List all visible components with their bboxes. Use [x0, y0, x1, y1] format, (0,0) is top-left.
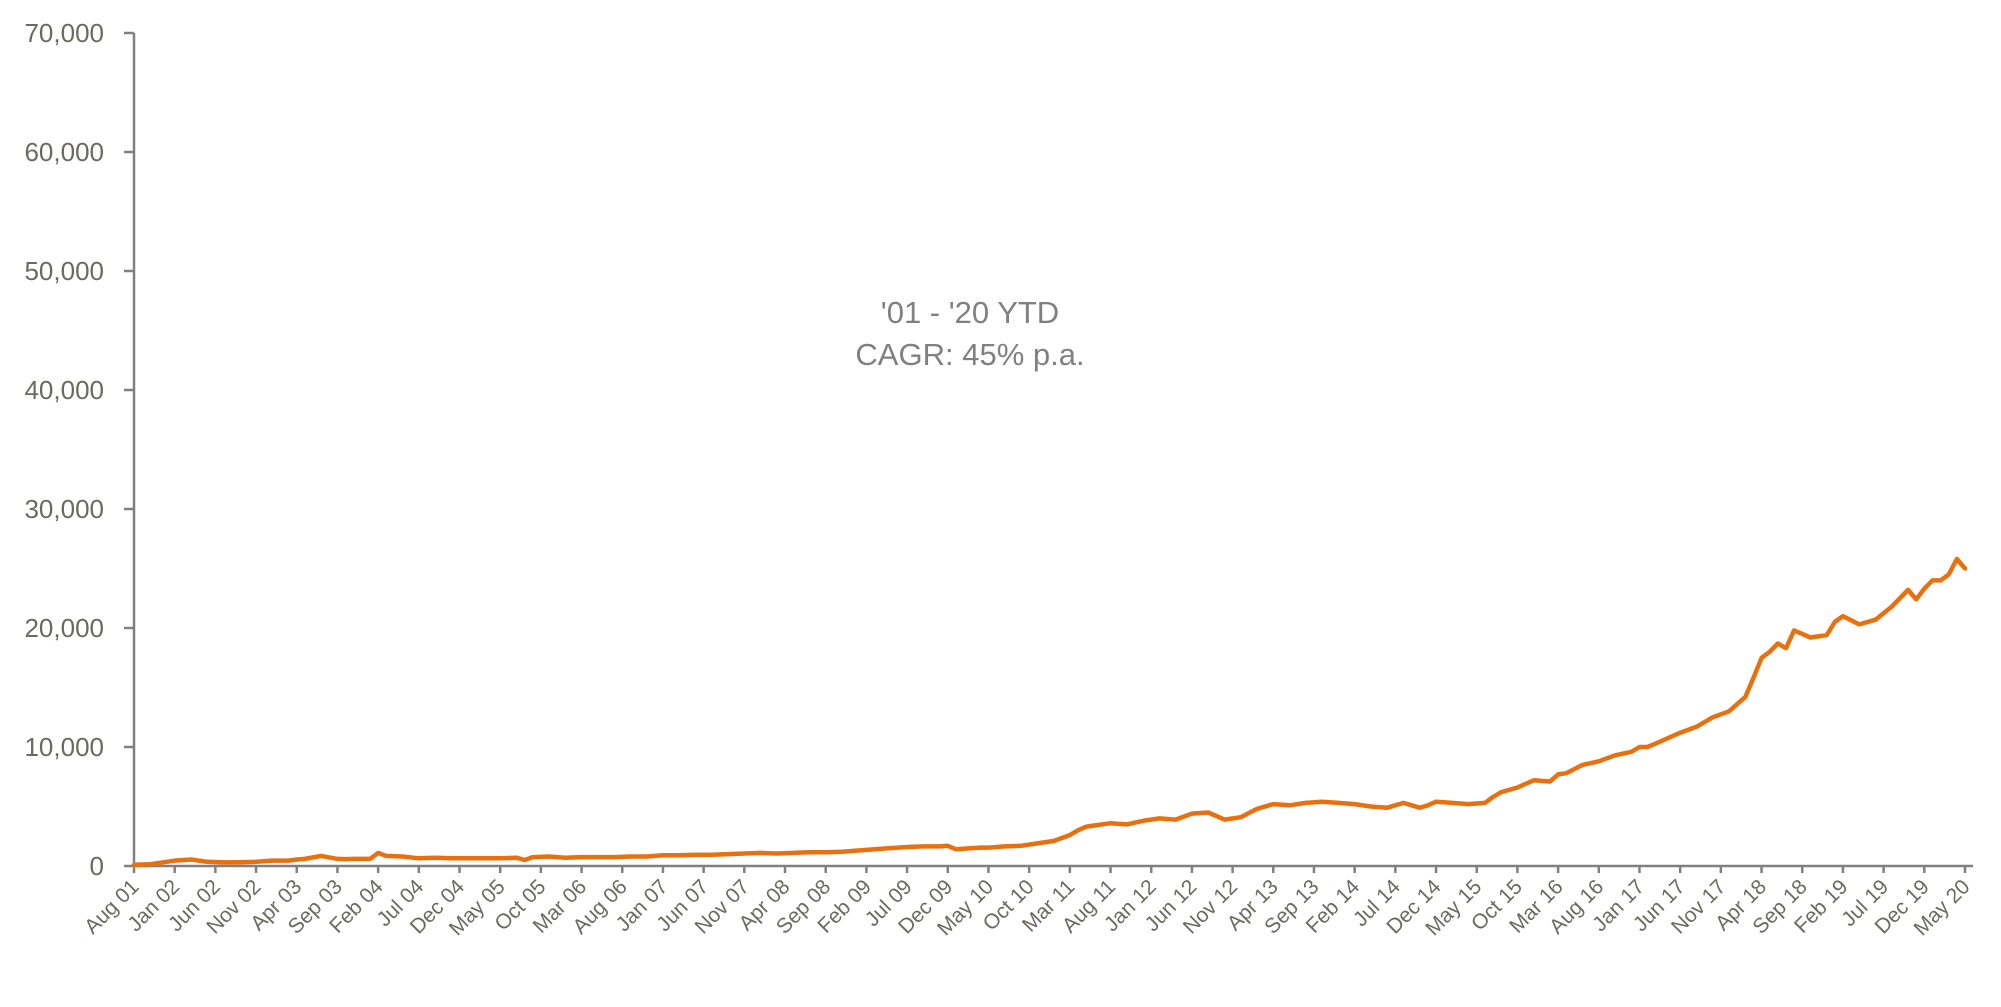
cagr-annotation: '01 - '20 YTD CAGR: 45% p.a.	[790, 292, 1150, 376]
y-tick-label: 30,000	[24, 494, 104, 524]
y-axis: 0 10,000 20,000 30,000 40,000 50,000 60,000 70,…	[24, 18, 136, 881]
y-tick-label: 40,000	[24, 375, 104, 405]
y-tick-label: 0	[90, 851, 104, 881]
annotation-period: '01 - '20 YTD	[880, 295, 1060, 330]
annotation-cagr: CAGR: 45% p.a.	[855, 337, 1085, 372]
series-line	[131, 556, 1968, 868]
y-tick-label: 60,000	[24, 137, 104, 167]
y-tick-label: 10,000	[24, 732, 104, 762]
y-tick-label: 70,000	[24, 18, 104, 48]
y-tick-label: 20,000	[24, 613, 104, 643]
y-tick-label: 50,000	[24, 256, 104, 286]
